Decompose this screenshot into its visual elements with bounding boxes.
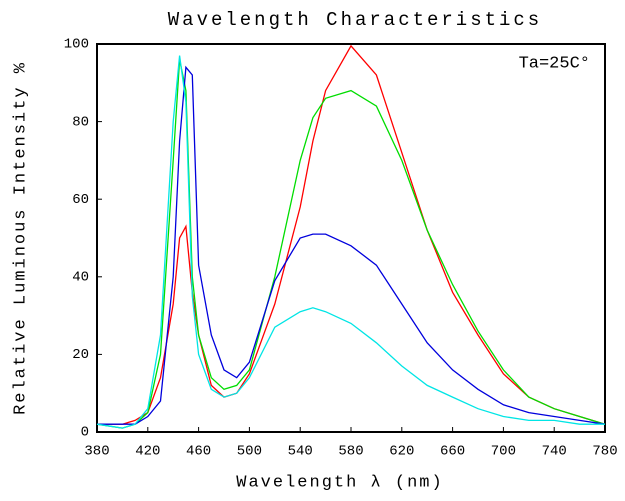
data-line (96, 55, 605, 429)
x-tick-label: 580 (338, 444, 363, 460)
x-tick-label: 500 (237, 444, 262, 460)
annotation: Ta=25C° (519, 54, 590, 73)
x-tick-label: 620 (389, 444, 414, 460)
y-tick-label: 0 (81, 425, 89, 441)
x-tick-label: 420 (135, 444, 160, 460)
chart-title: Wavelength Characteristics (168, 9, 542, 31)
x-tick-label: 540 (288, 444, 313, 460)
y-tick-label: 80 (72, 114, 89, 130)
x-tick-label: 740 (542, 444, 567, 460)
plot-frame (96, 43, 606, 433)
y-tick-label: 20 (72, 347, 89, 363)
x-tick-label: 460 (186, 444, 211, 460)
y-axis-label: Relative Luminous Intensity % (11, 61, 30, 415)
data-line (97, 65, 606, 425)
x-tick-label: 780 (592, 444, 617, 460)
x-axis-label: Wavelength λ (nm) (236, 473, 443, 492)
x-tick-label: 660 (440, 444, 465, 460)
x-tick-label: 700 (491, 444, 516, 460)
y-tick-label: 40 (72, 270, 89, 286)
y-tick-label: 60 (72, 192, 89, 208)
data-line (96, 59, 606, 429)
data-line (97, 44, 606, 425)
x-tick-label: 380 (84, 444, 109, 460)
y-tick-label: 100 (64, 37, 89, 53)
